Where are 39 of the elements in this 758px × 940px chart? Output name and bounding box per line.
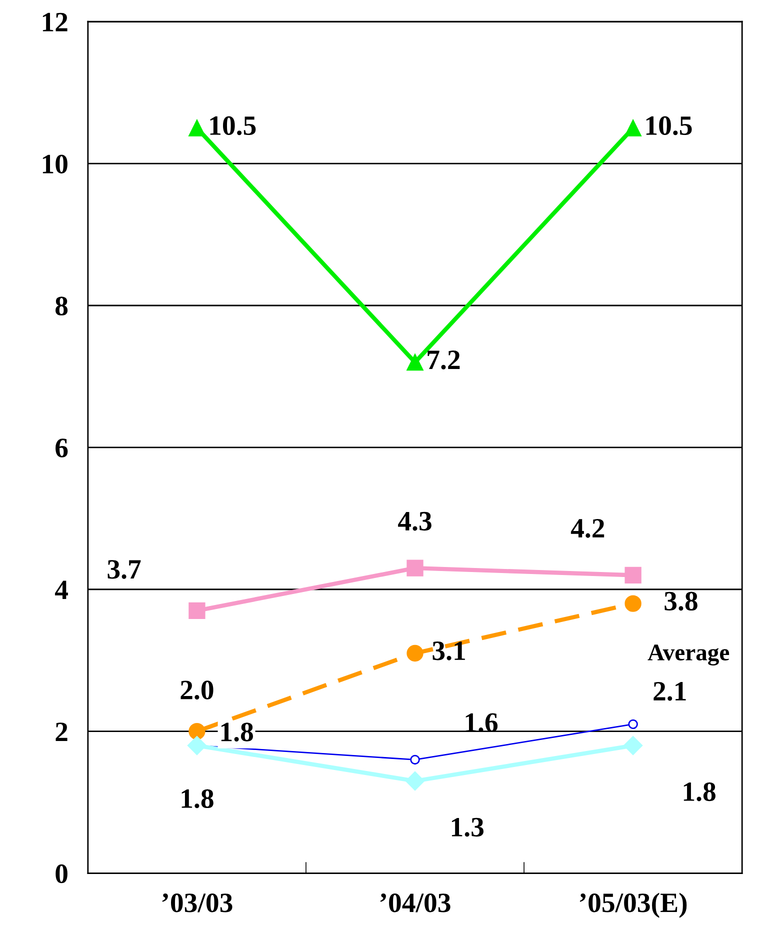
point: [624, 736, 643, 756]
data-label: 1.8: [182, 789, 214, 808]
data-label: 10.5: [646, 116, 692, 136]
point: [187, 736, 206, 756]
point: [628, 719, 638, 730]
data-label: 2.1: [654, 682, 686, 701]
data-label: 3.7: [108, 560, 141, 579]
point: [406, 354, 424, 371]
x-tick-label: ’04/03: [380, 894, 450, 912]
x-tick-label: ’03/03: [162, 894, 232, 912]
y-tick-label: 6: [56, 438, 68, 458]
data-label: 4.2: [570, 519, 604, 538]
point: [405, 771, 425, 791]
data-label: 3.8: [664, 592, 698, 611]
y-tick-label: 8: [56, 296, 68, 316]
point: [406, 644, 424, 662]
y-tick-label: 4: [54, 580, 68, 600]
point: [188, 602, 206, 620]
data-label: 2.0: [180, 680, 214, 700]
data-label: 1.8: [221, 722, 253, 742]
point: [188, 722, 206, 740]
data-label: 4.3: [398, 512, 432, 531]
y-tick-label: 10: [42, 154, 68, 174]
data-label: 3.1: [432, 642, 465, 660]
point: [624, 120, 642, 136]
point: [406, 560, 424, 576]
x-tick-label: ’05/03(E): [580, 892, 687, 918]
point: [188, 120, 206, 136]
y-tick-label: 2: [56, 722, 68, 741]
y-tick-label: 0: [56, 864, 68, 884]
text: Average: [648, 644, 730, 666]
y-tick-label: 12: [42, 12, 68, 32]
data-label: 7.2: [428, 350, 460, 370]
data-label: 1.3: [452, 818, 484, 837]
point: [410, 754, 420, 765]
data-label: 1.8: [684, 782, 716, 802]
point: [624, 595, 642, 612]
data-label: 10.5: [210, 116, 256, 136]
point: [624, 566, 642, 584]
